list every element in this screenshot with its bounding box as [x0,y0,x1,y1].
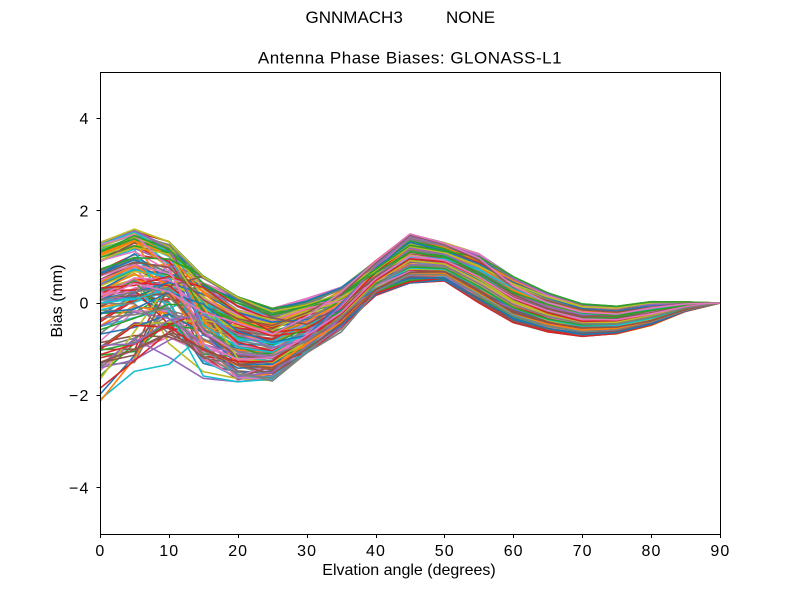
svg-text:Antenna Phase Biases: GLONASS-: Antenna Phase Biases: GLONASS-L1 [258,49,562,68]
svg-text:Elvation angle (degrees): Elvation angle (degrees) [322,562,495,579]
svg-text:NONE: NONE [446,8,495,27]
svg-text:4: 4 [80,111,90,128]
svg-text:30: 30 [297,543,317,560]
svg-text:GNNMACH3: GNNMACH3 [306,8,403,27]
svg-text:60: 60 [504,543,524,560]
svg-text:40: 40 [366,543,386,560]
svg-text:−4: −4 [69,481,89,498]
svg-text:70: 70 [573,543,593,560]
svg-text:2: 2 [80,203,90,220]
svg-text:50: 50 [435,543,455,560]
svg-text:10: 10 [159,543,179,560]
svg-text:90: 90 [710,543,730,560]
svg-text:80: 80 [642,543,662,560]
svg-text:Bias (mm): Bias (mm) [49,265,66,338]
svg-text:0: 0 [95,543,105,560]
svg-text:20: 20 [228,543,248,560]
svg-text:−2: −2 [69,388,89,405]
svg-text:0: 0 [80,296,90,313]
